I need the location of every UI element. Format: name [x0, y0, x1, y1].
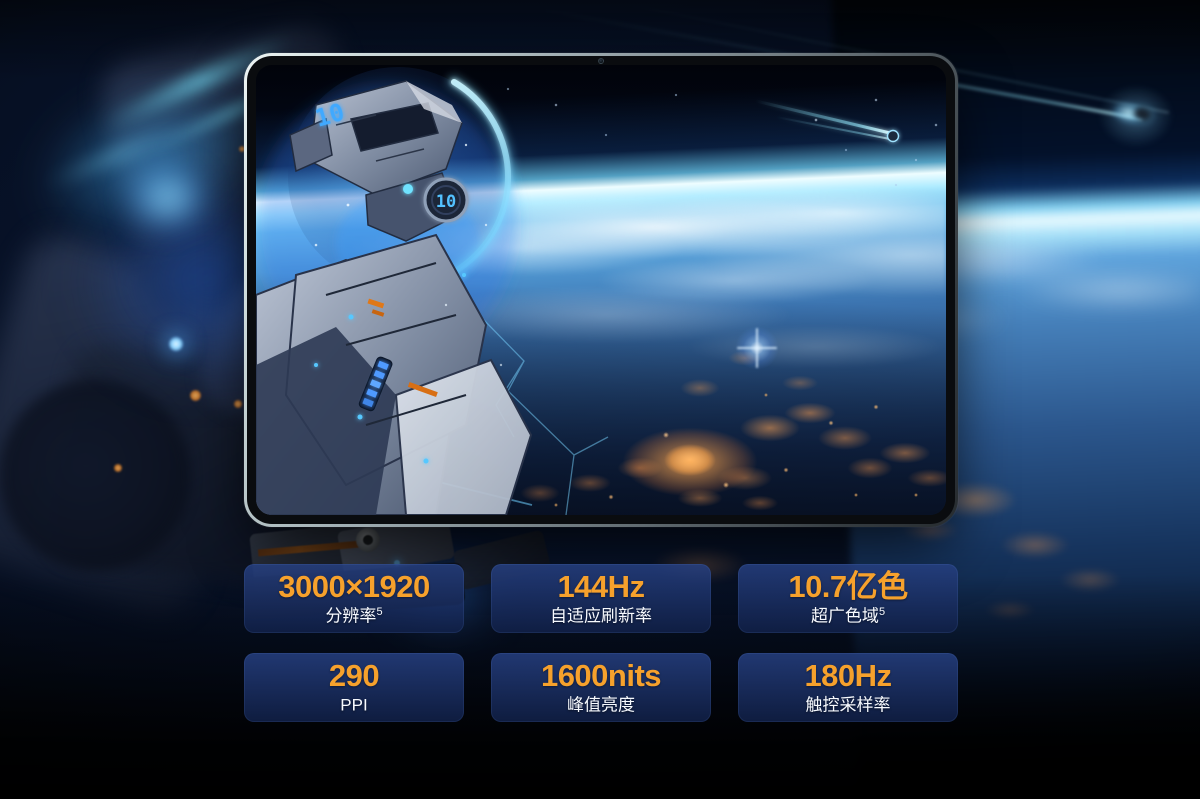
- spec-value: 10.7亿色: [788, 569, 908, 605]
- star-flare: [168, 336, 184, 352]
- tablet-bezel: 10 10: [247, 56, 955, 524]
- tablet-screen: 10 10: [256, 65, 946, 515]
- spec-badges: 3000×1920 分辨率5 144Hz 自适应刷新率 10.7亿色 超广色域5…: [244, 564, 958, 722]
- astronaut-robot-illustration: 10 10: [256, 67, 533, 515]
- tablet-device: 10 10: [244, 53, 958, 527]
- hud-glyph: 10: [436, 192, 456, 212]
- helmet-emblem: 10: [423, 177, 469, 223]
- comet: [1086, 74, 1186, 158]
- spec-label: 分辨率5: [325, 605, 383, 626]
- comet: [755, 99, 900, 143]
- spec-badge-color-gamut: 10.7亿色 超广色域5: [738, 564, 958, 633]
- spec-footnote-marker: 5: [878, 605, 886, 618]
- spec-footnote-marker: 5: [376, 605, 383, 618]
- robot-eye: [403, 184, 413, 194]
- spec-value: 180Hz: [804, 658, 892, 694]
- orange-accent-dot: [114, 464, 122, 472]
- nebula-core-glow: [118, 158, 218, 238]
- spec-label: PPI: [340, 695, 368, 715]
- comet-rock: [886, 129, 900, 143]
- spec-label: 自适应刷新率: [550, 606, 652, 626]
- spec-badge-refresh-rate: 144Hz 自适应刷新率: [491, 564, 711, 633]
- spec-badge-ppi: 290 PPI: [244, 653, 464, 722]
- spec-badge-resolution: 3000×1920 分辨率5: [244, 564, 464, 633]
- spec-badge-brightness: 1600nits 峰值亮度: [491, 653, 711, 722]
- orange-accent-dot: [234, 400, 242, 408]
- spec-value: 1600nits: [540, 658, 662, 694]
- robot-joint: [356, 528, 380, 552]
- orange-accent-dot: [190, 390, 201, 401]
- spec-label: 峰值亮度: [567, 695, 635, 715]
- spec-value: 144Hz: [557, 569, 645, 605]
- spec-badge-touch-sampling: 180Hz 触控采样率: [738, 653, 958, 722]
- front-camera-icon: [598, 58, 604, 64]
- spec-value: 3000×1920: [278, 569, 430, 605]
- spec-label: 触控采样率: [805, 695, 891, 715]
- spec-label: 超广色域5: [810, 605, 886, 626]
- spec-value: 290: [328, 658, 380, 694]
